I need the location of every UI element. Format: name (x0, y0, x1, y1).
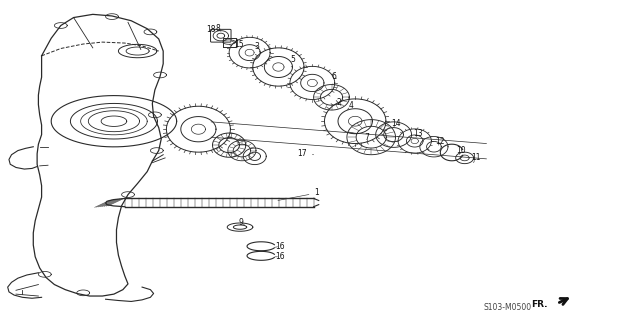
Text: 8: 8 (216, 24, 221, 33)
Text: 16: 16 (275, 252, 285, 261)
Text: 18: 18 (207, 25, 216, 34)
Text: 10: 10 (456, 146, 467, 155)
Text: 14: 14 (390, 119, 401, 128)
Text: S103-M0500: S103-M0500 (483, 303, 531, 312)
Text: 1: 1 (278, 189, 319, 200)
Text: 16: 16 (275, 242, 285, 251)
Text: 11: 11 (471, 153, 480, 163)
Text: 17: 17 (297, 149, 314, 158)
Text: 6: 6 (332, 72, 337, 85)
Text: 2: 2 (337, 98, 342, 107)
Text: 13: 13 (413, 130, 423, 138)
Text: 4: 4 (348, 101, 353, 110)
Text: FR.: FR. (531, 300, 547, 309)
Text: 15: 15 (234, 40, 244, 49)
Text: 5: 5 (291, 55, 296, 67)
Text: 9: 9 (239, 218, 244, 227)
Text: 7: 7 (364, 133, 369, 142)
Text: 12: 12 (436, 137, 445, 146)
Text: 3: 3 (255, 42, 260, 57)
